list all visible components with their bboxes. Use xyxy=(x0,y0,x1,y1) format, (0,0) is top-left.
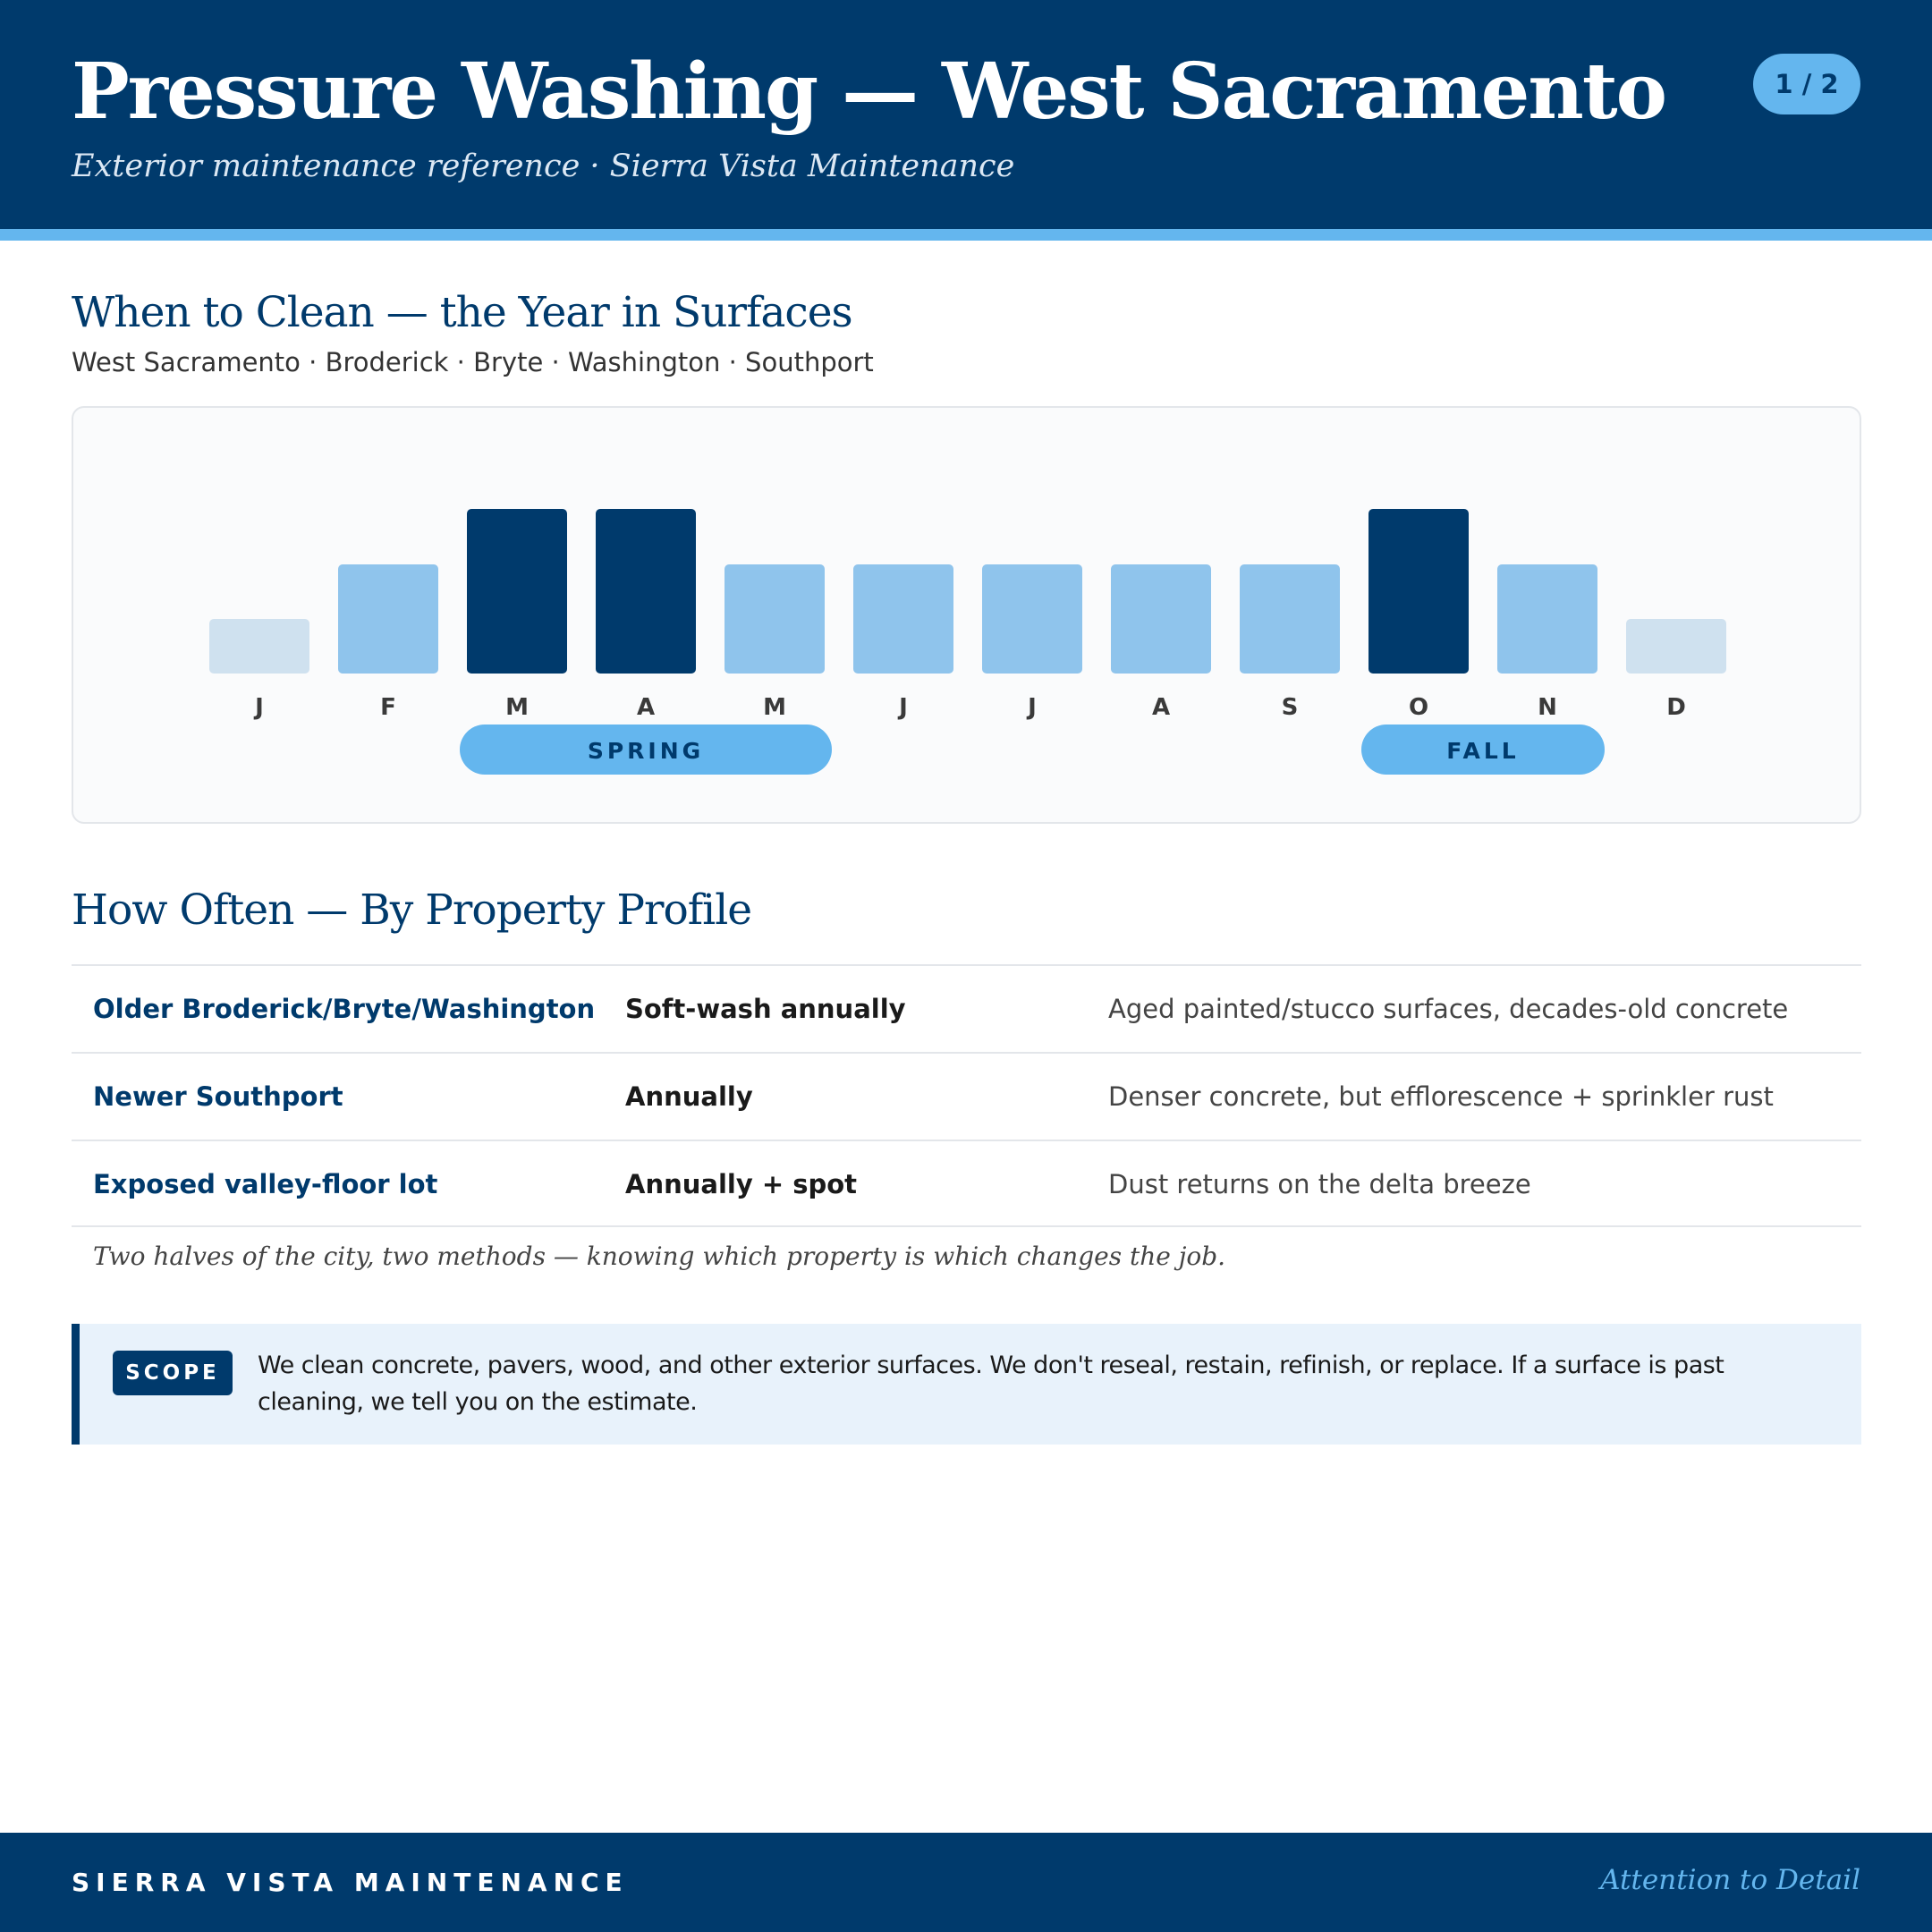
month-tick-label: N xyxy=(1538,694,1557,721)
month-tick-label: S xyxy=(1282,694,1299,721)
profile-cell: Exposed valley-floor lot xyxy=(93,1169,438,1199)
scope-text: We clean concrete, pavers, wood, and oth… xyxy=(258,1352,1724,1416)
page-title: Pressure Washing — West Sacramento xyxy=(72,47,1667,137)
month-tick-label: J xyxy=(1026,694,1037,721)
table-row: Newer Southport Annually Denser concrete… xyxy=(72,1052,1861,1140)
footer-tagline: Attention to Detail xyxy=(1600,1864,1860,1896)
cadence-cell: Annually + spot xyxy=(625,1169,858,1199)
seasonal-bar-chart: J F M A M J J A S O N D SPRING FALL xyxy=(209,509,1726,775)
season-pill-fall xyxy=(1361,724,1605,775)
profile-cell: Older Broderick/Bryte/Washington xyxy=(93,994,596,1024)
header-accent-stripe xyxy=(0,229,1932,241)
table-footnote: Two halves of the city, two methods — kn… xyxy=(93,1241,1226,1271)
month-bar-0 xyxy=(209,619,309,674)
month-bar-7 xyxy=(1111,564,1211,674)
month-bar-6 xyxy=(982,564,1082,674)
neighborhoods-list: West Sacramento · Broderick · Bryte · Wa… xyxy=(72,347,874,377)
month-bar-2 xyxy=(467,509,567,674)
footer-brand: SIERRA VISTA MAINTENANCE xyxy=(72,1868,629,1897)
month-bar-10 xyxy=(1497,564,1597,674)
timing-heading: When to Clean — the Year in Surfaces xyxy=(72,288,853,337)
month-tick-label: A xyxy=(637,694,655,721)
month-bar-5 xyxy=(853,564,953,674)
reason-cell: Dust returns on the delta breeze xyxy=(1108,1169,1531,1199)
season-label: FALL xyxy=(1446,738,1519,764)
season-pill-spring xyxy=(460,724,832,775)
page-indicator-badge: 1 / 2 xyxy=(1753,54,1860,114)
cadence-cell: Soft-wash annually xyxy=(625,994,906,1024)
scope-label-badge: SCOPE xyxy=(113,1351,233,1395)
table-row: Exposed valley-floor lot Annually + spot… xyxy=(72,1140,1861,1227)
seasonal-chart-panel: J F M A M J J A S O N D SPRING FALL xyxy=(72,406,1861,824)
profile-cell: Newer Southport xyxy=(93,1081,343,1112)
month-tick-label: J xyxy=(253,694,264,721)
month-bar-8 xyxy=(1240,564,1340,674)
month-bar-4 xyxy=(724,564,825,674)
month-tick-label: M xyxy=(505,694,529,721)
month-tick-label: J xyxy=(897,694,908,721)
month-bar-9 xyxy=(1368,509,1469,674)
frequency-heading: How Often — By Property Profile xyxy=(72,886,752,935)
cadence-cell: Annually xyxy=(625,1081,753,1112)
frequency-table: Older Broderick/Bryte/Washington Soft-wa… xyxy=(72,964,1861,1227)
month-tick-label: D xyxy=(1666,694,1686,721)
season-label: SPRING xyxy=(588,738,704,764)
month-tick-label: M xyxy=(763,694,786,721)
reason-cell: Aged painted/stucco surfaces, decades-ol… xyxy=(1108,994,1789,1024)
scope-callout xyxy=(72,1324,1861,1445)
header-bar xyxy=(0,0,1932,229)
month-tick-label: O xyxy=(1409,694,1428,721)
page-subtitle: Exterior maintenance reference · Sierra … xyxy=(72,148,1015,184)
month-bar-11 xyxy=(1626,619,1726,674)
month-bar-1 xyxy=(338,564,438,674)
reason-cell: Denser concrete, but efflorescence + spr… xyxy=(1108,1081,1774,1112)
table-row: Older Broderick/Bryte/Washington Soft-wa… xyxy=(72,964,1861,1052)
month-tick-label: F xyxy=(380,694,396,721)
month-tick-label: A xyxy=(1152,694,1170,721)
month-bar-3 xyxy=(596,509,696,674)
footer-bar xyxy=(0,1833,1932,1932)
